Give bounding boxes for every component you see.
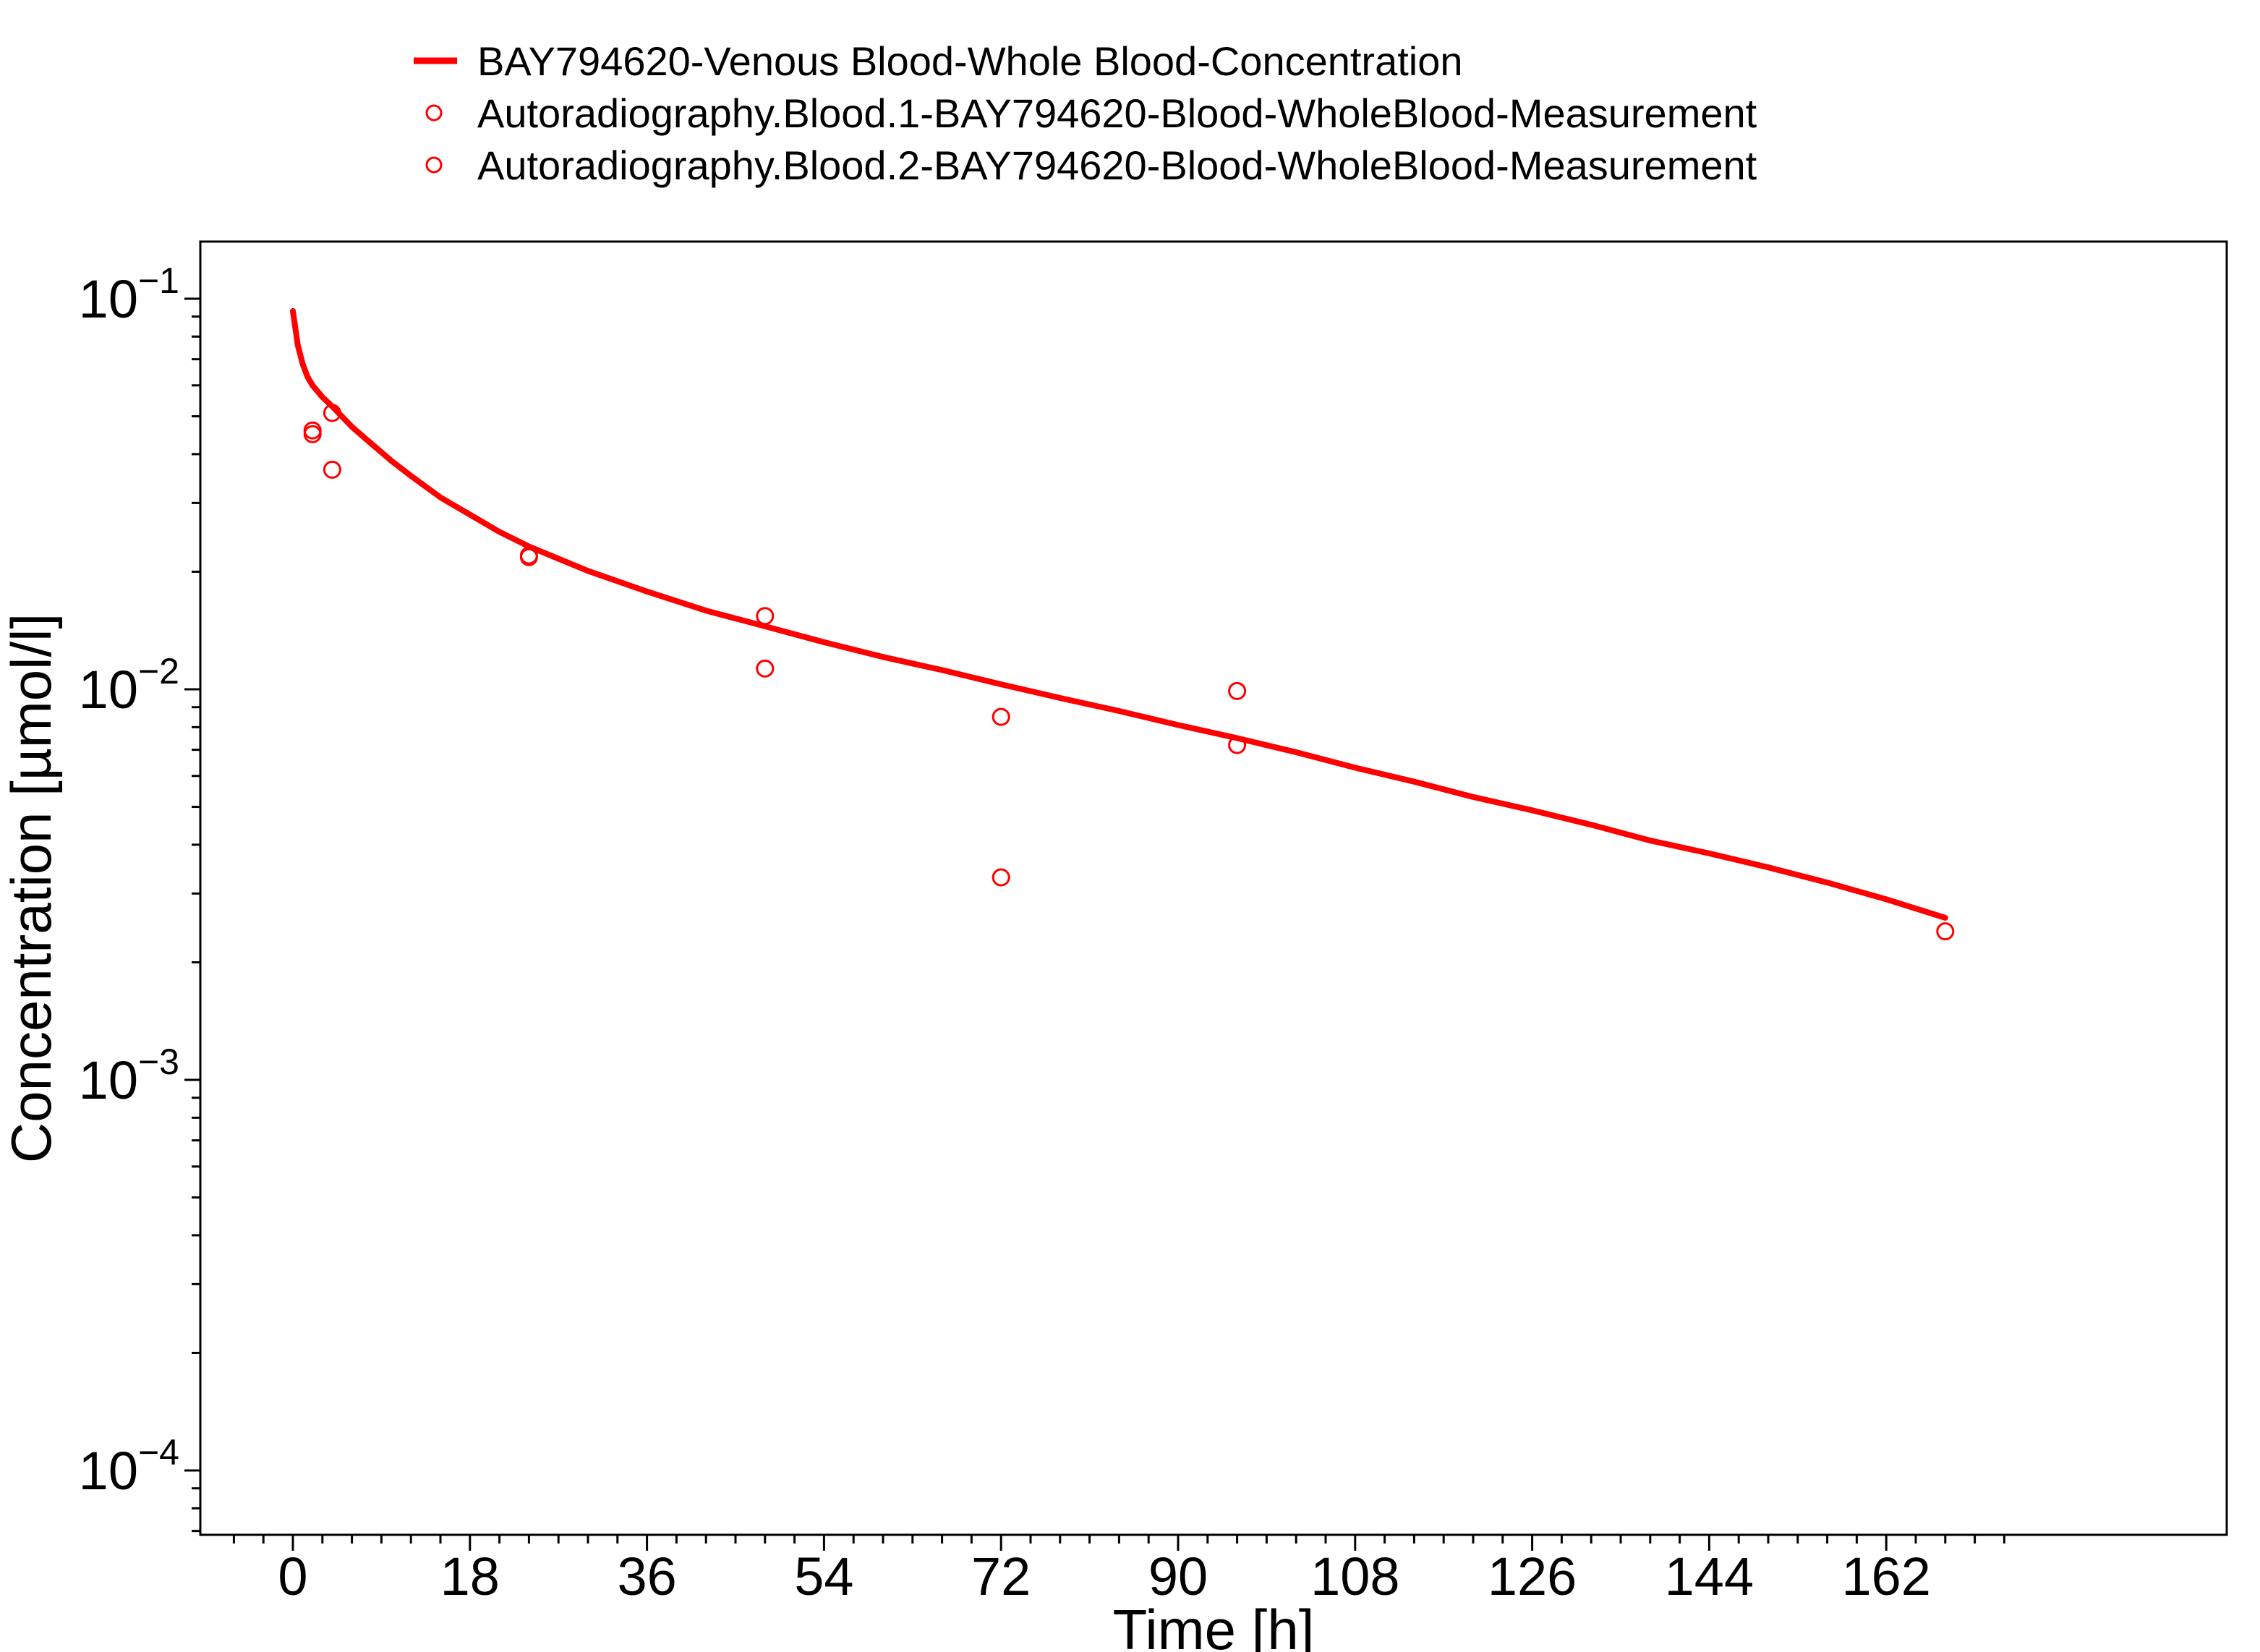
- data-point-series-1: [992, 707, 1010, 726]
- data-point-series-1: [1936, 922, 1955, 941]
- x-tick-label: 108: [1310, 1546, 1399, 1606]
- legend-label-0: BAY794620-Venous Blood-Whole Blood-Conce…: [477, 38, 1463, 84]
- series-group: [290, 308, 1955, 941]
- y-tick-label: 10−1: [79, 260, 179, 329]
- legend-label-1: Autoradiography.Blood.1-BAY794620-Blood-…: [477, 90, 1757, 136]
- data-point-series-2: [1228, 736, 1247, 754]
- data-point-series-2: [323, 460, 341, 479]
- y-axis-title: Concentration [µmol/l]: [0, 613, 63, 1163]
- data-point-series-1: [1228, 681, 1247, 700]
- x-tick-label: 144: [1665, 1546, 1754, 1606]
- x-tick-label: 36: [617, 1546, 676, 1606]
- series-line-0: [290, 308, 1948, 921]
- y-tick-label: 10−2: [79, 651, 179, 720]
- data-point-series-1: [323, 404, 341, 422]
- x-tick-label: 72: [971, 1546, 1031, 1606]
- x-tick-label: 0: [278, 1546, 307, 1606]
- x-tick-label: 126: [1488, 1546, 1577, 1606]
- data-point-series-2: [303, 425, 322, 443]
- data-point-series-2: [519, 548, 538, 566]
- legend: BAY794620-Venous Blood-Whole Blood-Conce…: [414, 38, 1757, 188]
- x-tick-label: 54: [794, 1546, 853, 1606]
- x-tick-label: 90: [1148, 1546, 1208, 1606]
- legend-marker-swatch-2: [425, 156, 443, 174]
- y-axis: 10−1 10−2 10−3 10−4: [79, 242, 202, 1535]
- data-point-series-2: [992, 868, 1010, 887]
- y-tick-label: 10−3: [79, 1042, 179, 1110]
- y-tick-label: 10−4: [79, 1432, 179, 1501]
- x-axis: 0 18 36 54 72 90 108 126 144 162: [200, 1533, 2227, 1606]
- legend-label-2: Autoradiography.Blood.2-BAY794620-Blood-…: [477, 142, 1757, 188]
- data-point-series-1: [756, 607, 775, 626]
- data-point-series-2: [756, 659, 775, 678]
- x-axis-title: Time [h]: [1113, 1598, 1315, 1652]
- x-tick-label: 18: [440, 1546, 500, 1606]
- legend-marker-swatch-1: [425, 104, 443, 122]
- x-tick-label: 162: [1841, 1546, 1930, 1606]
